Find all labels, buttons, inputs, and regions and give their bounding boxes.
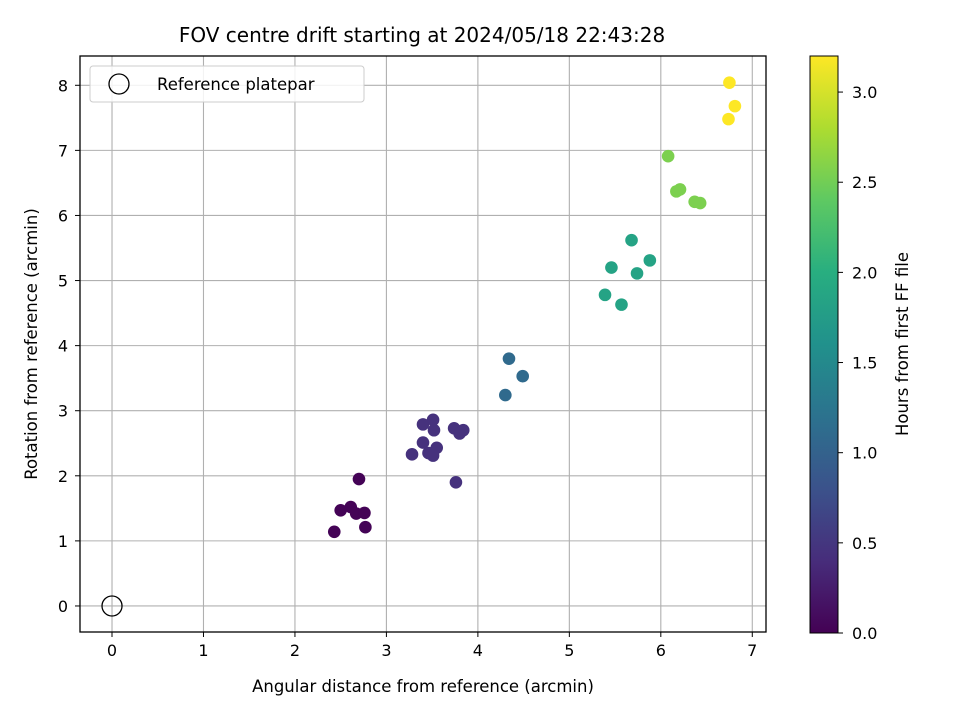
- y-tick-label: 5: [58, 272, 68, 291]
- y-tick-label: 1: [58, 532, 68, 551]
- data-point: [449, 476, 463, 489]
- data-point: [728, 99, 742, 113]
- x-axis-label: Angular distance from reference (arcmin): [252, 677, 594, 696]
- data-point: [426, 413, 440, 427]
- y-axis-label: Rotation from reference (arcmin): [22, 208, 41, 480]
- y-tick-label: 7: [58, 141, 68, 160]
- x-tick-label: 3: [381, 641, 391, 660]
- legend-box: [89, 65, 365, 103]
- y-tick-label: 2: [58, 467, 68, 486]
- data-point: [598, 288, 612, 302]
- colorbar-tick-label: 1.0: [852, 444, 877, 463]
- colorbar-tick-label: 0.5: [852, 534, 877, 553]
- legend-entry-label: Reference platepar: [157, 75, 315, 94]
- plot-frame: [79, 55, 767, 633]
- colorbar-label: Hours from first FF file: [893, 252, 912, 436]
- x-tick-label: 4: [473, 641, 483, 660]
- data-point: [499, 388, 512, 402]
- y-tick-label: 3: [58, 402, 68, 421]
- data-point: [359, 520, 372, 534]
- x-tick-label: 1: [198, 641, 208, 660]
- data-point: [327, 525, 341, 539]
- data-point: [625, 233, 638, 247]
- colorbar-tick-label: 0.0: [852, 624, 877, 643]
- y-tick-label: 6: [58, 206, 68, 225]
- data-point: [630, 267, 644, 280]
- axis-ticks: 0 1 2 3 4 5 6 7 0 1 2 3 4 5 6 7 8: [58, 76, 758, 660]
- y-tick-label: 0: [58, 597, 68, 616]
- data-point: [416, 436, 430, 449]
- x-tick-label: 2: [290, 641, 300, 660]
- data-point: [661, 149, 675, 163]
- data-point: [643, 254, 657, 267]
- data-point: [405, 448, 419, 461]
- chart-title: FOV centre drift starting at 2024/05/18 …: [179, 23, 665, 47]
- grid-lines: [80, 56, 766, 632]
- x-tick-label: 6: [656, 641, 666, 660]
- y-tick-label: 8: [58, 76, 68, 95]
- colorbar: 0.0 0.5 1.0 1.5 2.0 2.5 3.0 Hours from first F…: [809, 55, 912, 643]
- colorbar-ticks: 0.0 0.5 1.0 1.5 2.0 2.5 3.0: [838, 83, 877, 643]
- data-point: [456, 423, 470, 437]
- data-point: [693, 196, 707, 210]
- data-point: [502, 352, 516, 365]
- data-point: [722, 112, 735, 126]
- colorbar-tick-label: 2.5: [852, 173, 877, 192]
- data-point: [358, 506, 371, 520]
- x-tick-label: 0: [107, 641, 117, 660]
- data-point: [605, 261, 618, 274]
- data-point: [615, 298, 628, 311]
- x-tick-label: 5: [564, 641, 574, 660]
- y-tick-label: 4: [58, 337, 68, 356]
- colorbar-tick-label: 3.0: [852, 83, 877, 102]
- data-point: [334, 503, 347, 517]
- colorbar-gradient: [809, 55, 839, 634]
- data-point: [723, 76, 736, 89]
- data-point: [673, 183, 687, 196]
- colorbar-tick-label: 2.0: [852, 263, 877, 282]
- data-point: [352, 472, 366, 486]
- legend: Reference platepar: [89, 65, 365, 103]
- legend-marker-icon: [108, 73, 130, 95]
- x-tick-label: 7: [747, 641, 757, 660]
- data-point: [416, 418, 430, 431]
- colorbar-tick-label: 1.5: [852, 354, 877, 373]
- data-point: [426, 449, 440, 462]
- reference-platepar-marker: [101, 595, 123, 617]
- data-point: [516, 369, 529, 383]
- data-points: [101, 76, 742, 617]
- data-point: [427, 423, 441, 437]
